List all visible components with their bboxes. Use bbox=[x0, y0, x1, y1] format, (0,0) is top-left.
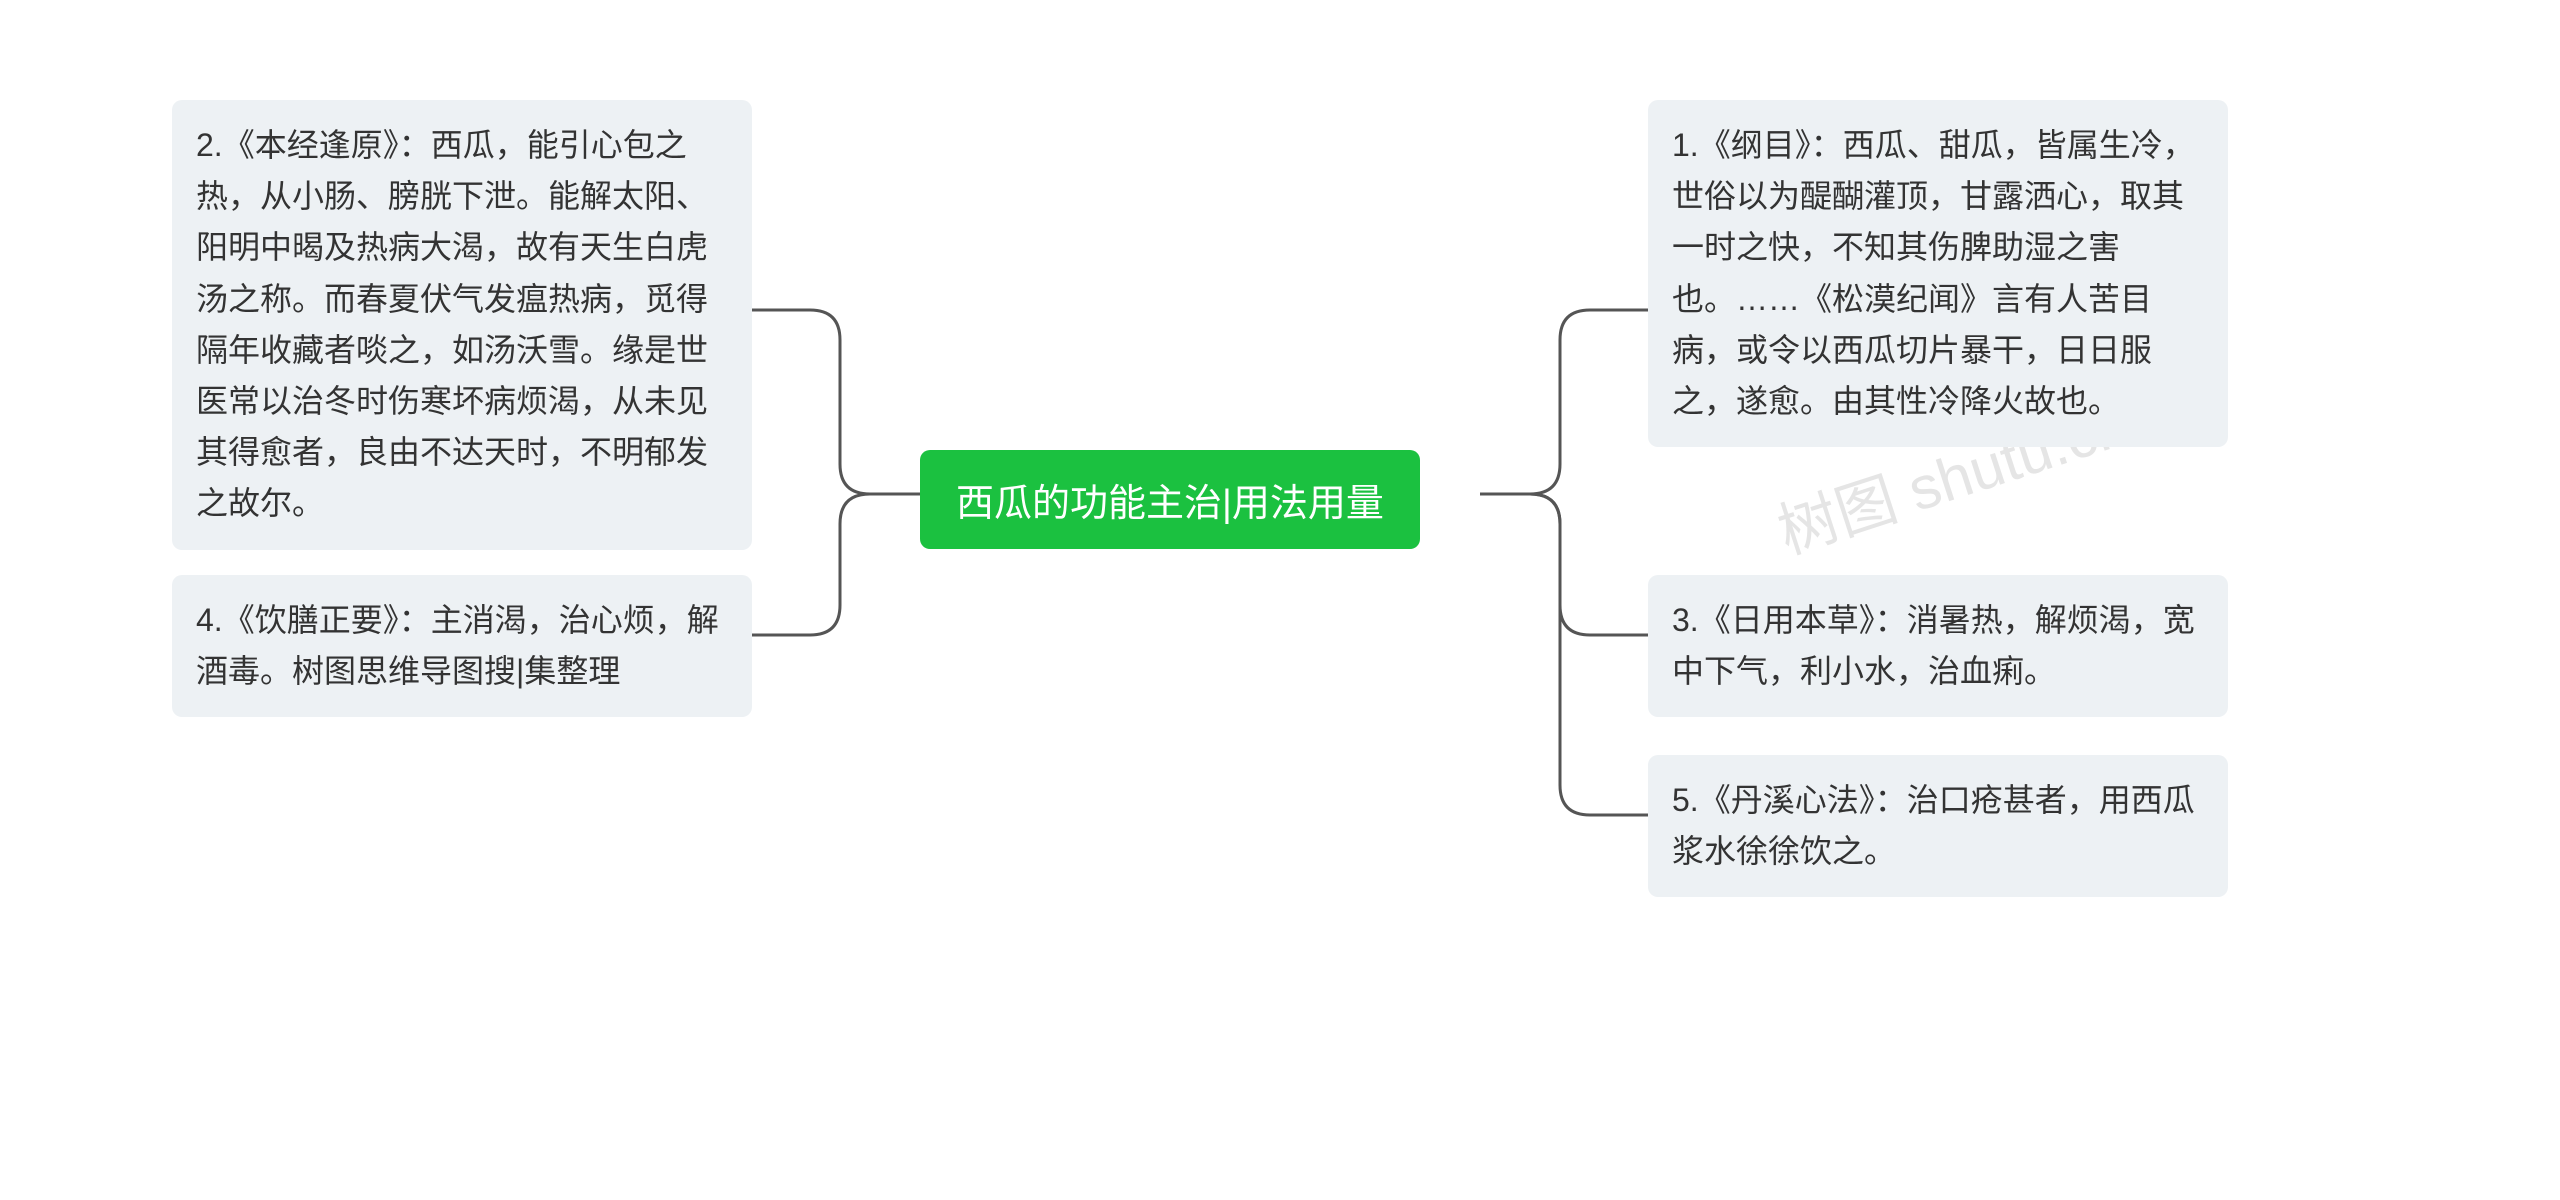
leaf-node-4[interactable]: 4.《饮膳正要》：主消渴，治心烦，解酒毒。树图思维导图搜|集整理 bbox=[172, 575, 752, 717]
mindmap-container: 树图 shutu.cn 树图 shutu.cn 西瓜的功能主治|用法用量 2.《… bbox=[0, 0, 2560, 1200]
leaf-node-1[interactable]: 1.《纲目》：西瓜、甜瓜，皆属生冷，世俗以为醍醐灌顶，甘露洒心，取其一时之快，不… bbox=[1648, 100, 2228, 447]
leaf-node-3[interactable]: 3.《日用本草》：消暑热，解烦渴，宽中下气，利小水，治血痢。 bbox=[1648, 575, 2228, 717]
leaf-node-2[interactable]: 2.《本经逢原》：西瓜，能引心包之热，从小肠、膀胱下泄。能解太阳、阳明中暍及热病… bbox=[172, 100, 752, 550]
leaf-node-5[interactable]: 5.《丹溪心法》：治口疮甚者，用西瓜浆水徐徐饮之。 bbox=[1648, 755, 2228, 897]
center-node[interactable]: 西瓜的功能主治|用法用量 bbox=[920, 450, 1420, 549]
